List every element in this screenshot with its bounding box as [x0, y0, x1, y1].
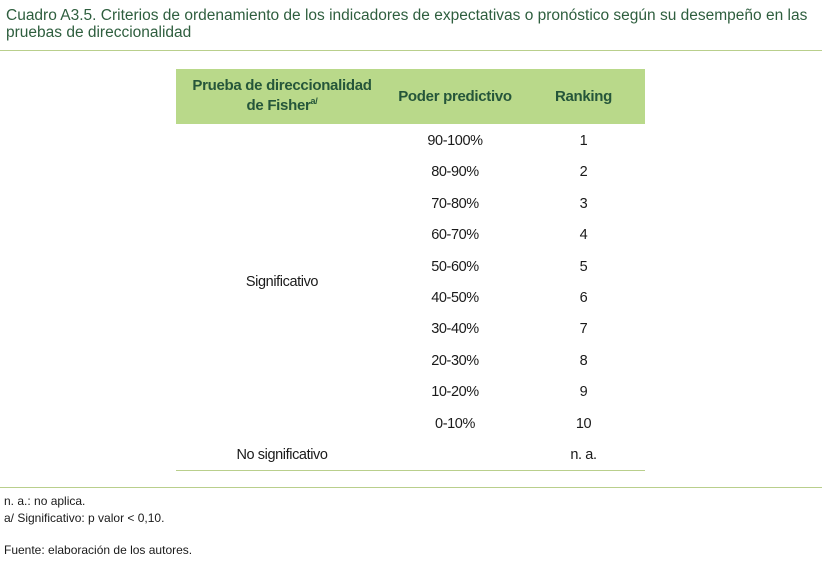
header-fisher-line2: de Fisher — [246, 97, 311, 114]
top-divider — [0, 50, 822, 51]
header-fisher-line1: Prueba de direccionalidad — [192, 77, 372, 94]
table-row: 30-40% 7 — [388, 321, 645, 341]
bottom-divider — [0, 487, 822, 488]
table-row: 0-10% 10 — [388, 416, 645, 436]
significant-label: Significativo — [245, 274, 319, 290]
predictive-power-cell: 60-70% — [431, 227, 479, 244]
predictive-power-cell: 40-50% — [431, 290, 479, 306]
table-row: 90-100% 1 — [388, 133, 645, 153]
table-row: 50-60% 5 — [388, 259, 645, 279]
table-row: 80-90% 2 — [388, 164, 645, 184]
table-row: 10-20% 9 — [388, 384, 645, 404]
table-row: 20-30% 8 — [388, 353, 645, 373]
predictive-power-cell: 10-20% — [431, 384, 479, 401]
ranking-cell: 6 — [579, 290, 588, 306]
predictive-power-cell: 30-40% — [431, 321, 479, 338]
ranking-cell: 4 — [579, 227, 588, 244]
ranking-cell: 5 — [579, 258, 588, 275]
criteria-table: Prueba de direccionalidad de Fishera/ Po… — [176, 69, 645, 470]
table-bottom-border — [176, 470, 645, 471]
predictive-power-cell: 80-90% — [431, 164, 479, 181]
ranking-cell: 3 — [579, 195, 588, 212]
note-significance: a/ Significativo: p valor < 0,10. — [4, 511, 165, 525]
predictive-power-cell: 0-10% — [435, 415, 475, 432]
table-row: 60-70% 4 — [388, 227, 645, 247]
note-na: n. a.: no aplica. — [4, 494, 86, 508]
not-significant-label: No significativo — [236, 447, 328, 463]
ranking-cell: 8 — [579, 352, 588, 369]
table-row: 40-50% 6 — [388, 290, 645, 310]
header-fisher-test: Prueba de direccionalidad de Fishera/ — [176, 76, 388, 116]
predictive-power-cell: 90-100% — [427, 133, 483, 149]
header-predictive-power: Poder predictivo — [398, 88, 512, 105]
not-significant-ranking: n. a. — [570, 447, 597, 463]
predictive-power-cell: 70-80% — [431, 195, 479, 212]
ranking-cell: 10 — [575, 415, 592, 432]
predictive-power-cell: 20-30% — [431, 352, 479, 369]
ranking-cell: 9 — [579, 384, 588, 401]
ranking-cell: 2 — [579, 164, 588, 181]
header-fisher-footnote-mark: a/ — [310, 96, 318, 106]
ranking-cell: 7 — [579, 321, 588, 338]
source-note: Fuente: elaboración de los autores. — [4, 543, 193, 557]
table-caption: Cuadro A3.5. Criterios de ordenamiento d… — [6, 7, 808, 41]
ranking-cell: 1 — [579, 133, 588, 149]
predictive-power-cell: 50-60% — [431, 258, 479, 275]
table-body: Significativo No significativo n. a. 90-… — [176, 124, 645, 470]
table-header: Prueba de direccionalidad de Fishera/ Po… — [176, 69, 645, 124]
table-row: 70-80% 3 — [388, 196, 645, 216]
header-ranking: Ranking — [554, 88, 613, 105]
